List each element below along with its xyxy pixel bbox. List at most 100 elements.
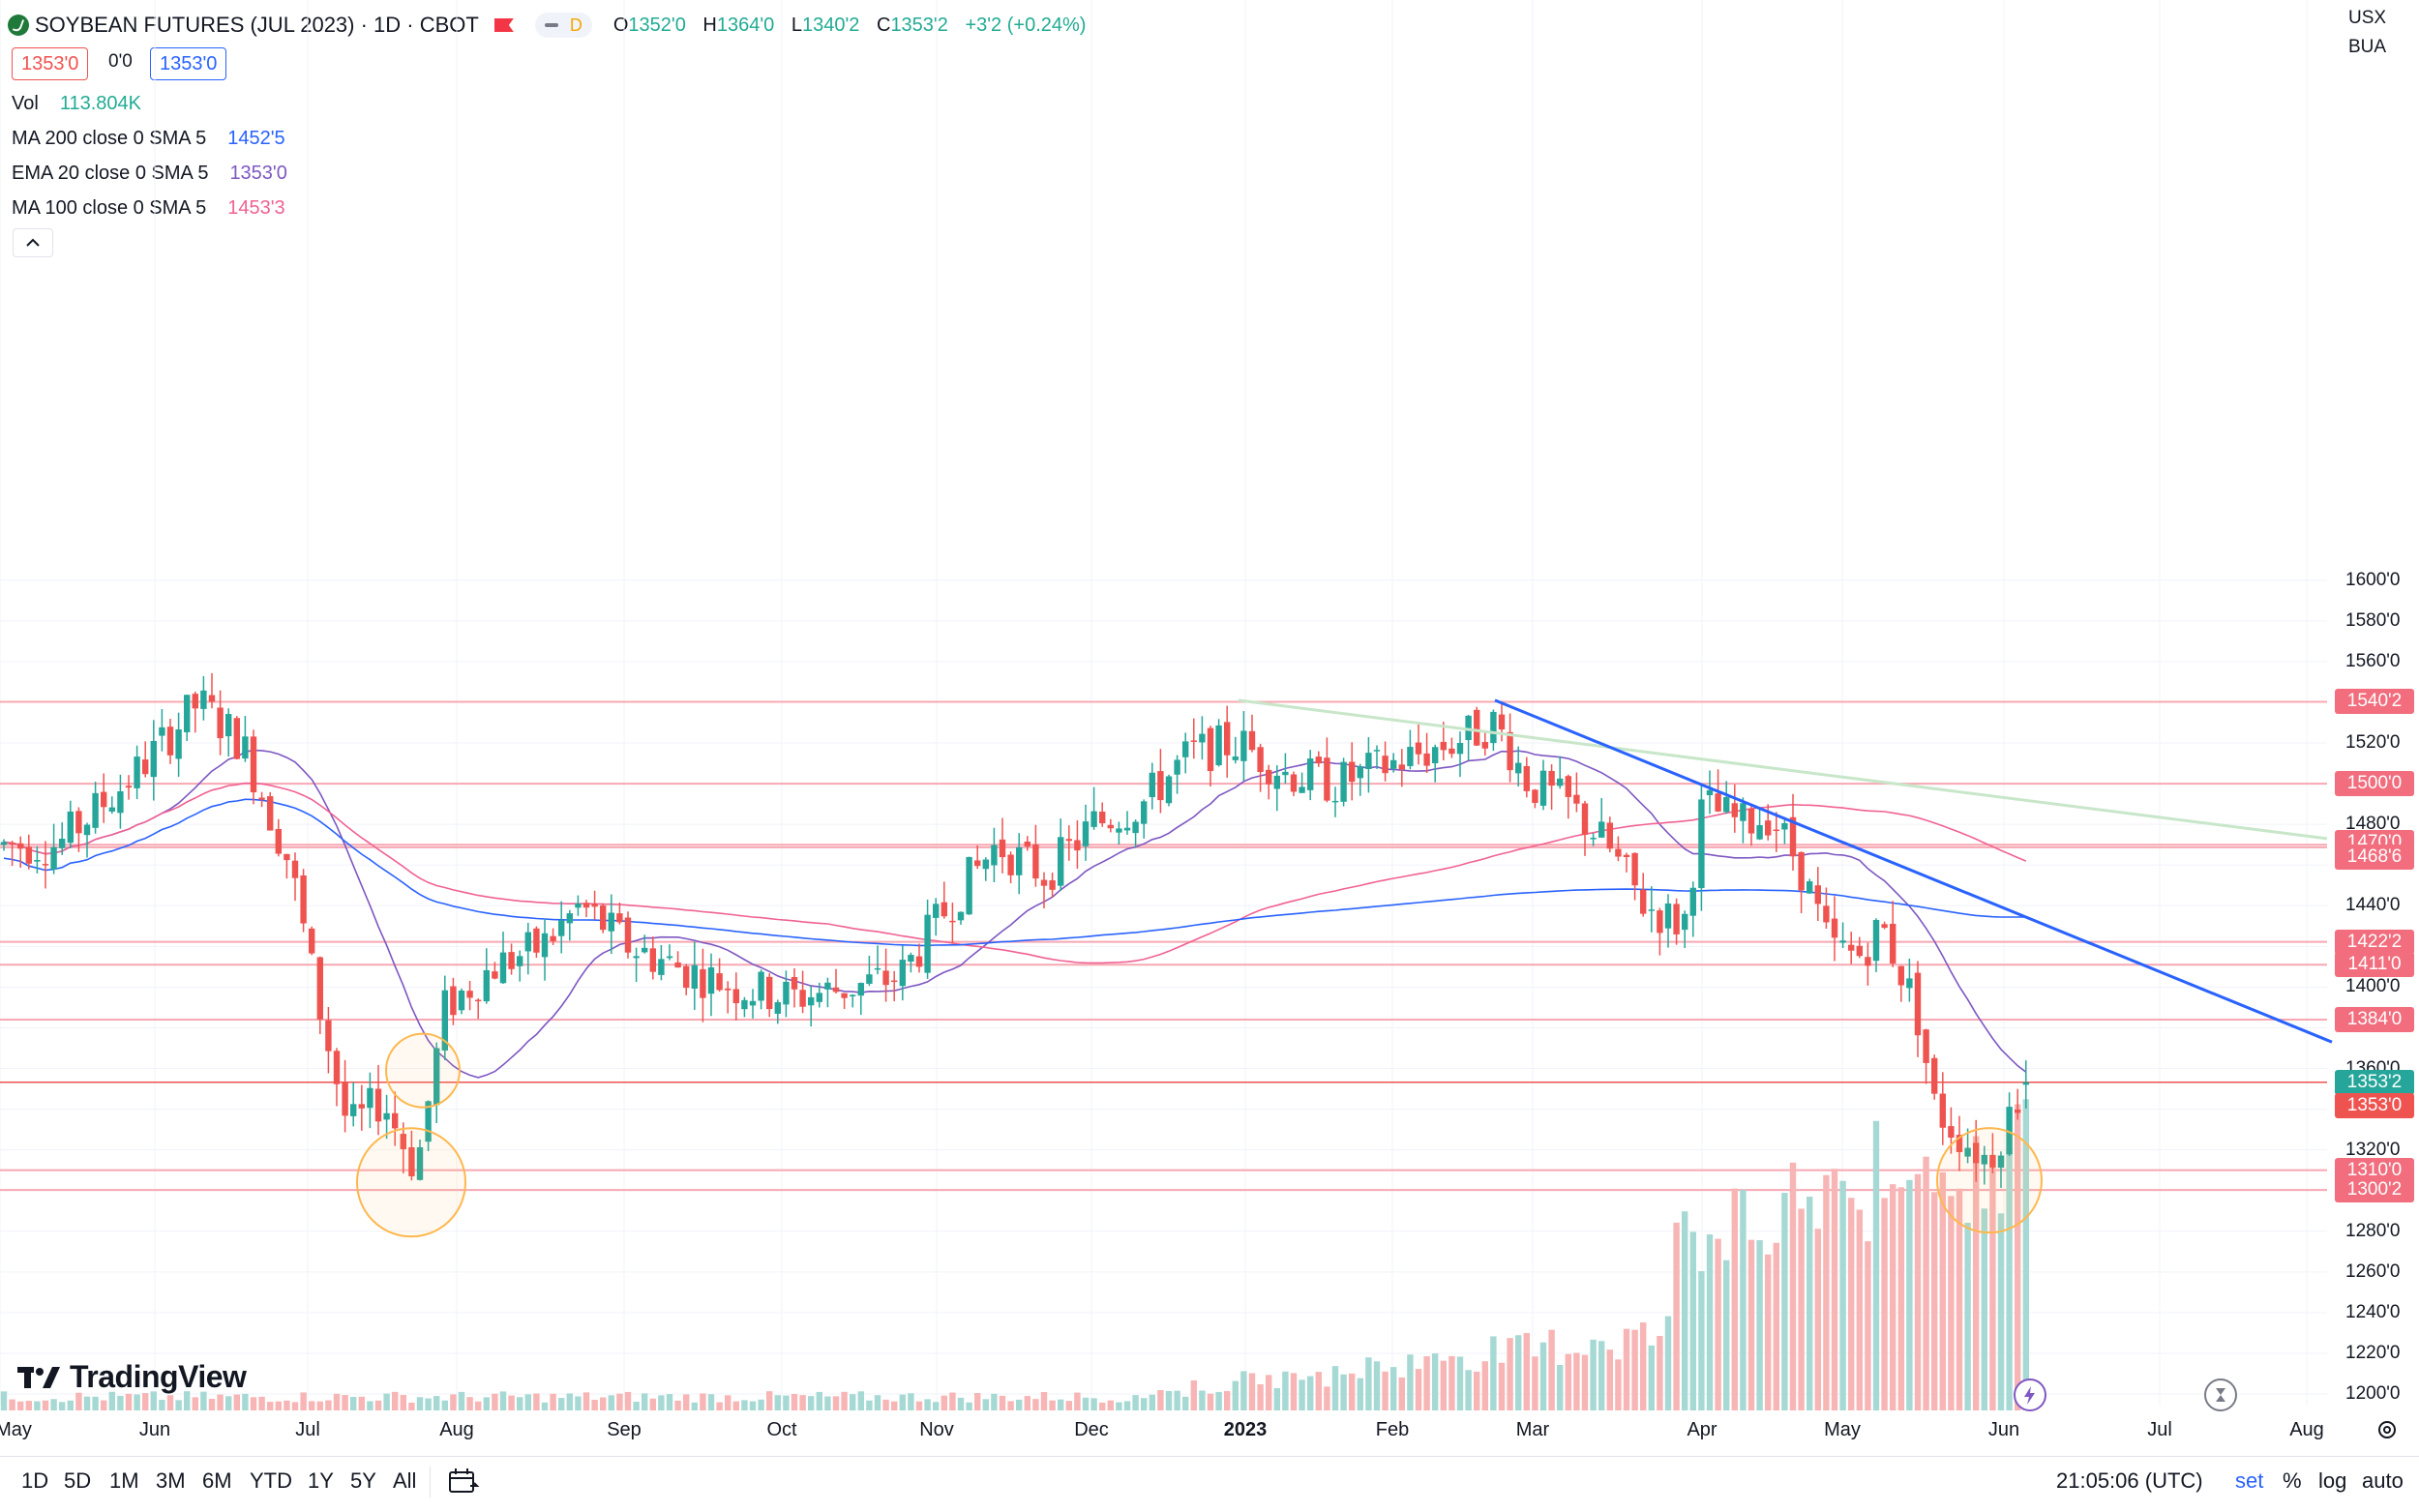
volume-legend[interactable]: Vol 113.804K [12, 93, 141, 114]
volume-bar [1523, 1333, 1530, 1410]
range-ytd[interactable]: YTD [250, 1468, 292, 1493]
volume-bar [492, 1393, 498, 1410]
ma100-legend[interactable]: MA 100 close 0 SMA 5 1453'3 [12, 197, 285, 219]
volume-bar [92, 1396, 99, 1410]
range-1y[interactable]: 1Y [308, 1468, 334, 1493]
candle-body [1640, 889, 1647, 914]
time-tick-label: Dec [1074, 1419, 1109, 1440]
candle-body [1032, 844, 1039, 879]
candle-body [982, 859, 989, 870]
range-1d[interactable]: 1D [21, 1468, 49, 1493]
data-status-pill[interactable]: D [534, 13, 592, 38]
volume-bar [1640, 1322, 1647, 1410]
volume-bar [1123, 1401, 1131, 1410]
price-tick-label: 1480'0 [2345, 814, 2401, 835]
downtrend-line [1494, 698, 2333, 1044]
range-5d[interactable]: 5D [64, 1468, 92, 1493]
percent-toggle[interactable]: % [2283, 1468, 2302, 1493]
price-chart[interactable] [0, 0, 2419, 1456]
candle-body [342, 1082, 348, 1116]
volume-bar [1340, 1374, 1347, 1410]
highlight-circle [1936, 1127, 2043, 1234]
candle-body [1498, 714, 1506, 730]
clock-readout[interactable]: 21:05:06 (UTC) [2056, 1468, 2203, 1493]
tradingview-logo[interactable]: TradingView [17, 1359, 247, 1395]
time-tick-label: Aug [2289, 1419, 2324, 1440]
candle-body [1548, 770, 1555, 786]
volume-bar [1257, 1383, 1264, 1410]
volume-bar [1657, 1336, 1663, 1410]
candle-body [267, 796, 274, 831]
volume-bar [1565, 1353, 1571, 1410]
auto-toggle[interactable]: auto [2362, 1468, 2404, 1493]
volume-bar [108, 1391, 115, 1410]
candle-body [1440, 741, 1447, 751]
candle-body [1631, 852, 1638, 886]
legend-collapse-button[interactable] [13, 228, 53, 257]
volume-bar [783, 1395, 790, 1410]
ema20-legend[interactable]: EMA 20 close 0 SMA 5 1353'0 [12, 163, 287, 184]
gear-icon [2378, 1421, 2396, 1438]
price-tick-label: 1400'0 [2345, 976, 2401, 997]
time-tick-label: Jun [1987, 1419, 2020, 1440]
volume-bar [9, 1399, 15, 1410]
volume-bar [891, 1401, 898, 1410]
time-tick-label: Nov [919, 1419, 954, 1440]
volume-bar [575, 1396, 582, 1410]
range-all[interactable]: All [393, 1468, 417, 1493]
volume-bar [991, 1393, 998, 1410]
volume-bar [1682, 1211, 1688, 1410]
lightning-button[interactable] [2014, 1379, 2046, 1411]
candle-body [1040, 879, 1048, 886]
volume-bar [325, 1400, 332, 1410]
settings-button[interactable] [2374, 1417, 2400, 1447]
candle-body [59, 838, 66, 848]
volume-bar [217, 1394, 224, 1410]
range-1m[interactable]: 1M [109, 1468, 139, 1493]
log-toggle[interactable]: log [2318, 1468, 2347, 1493]
candle-body [1157, 771, 1164, 801]
volume-bar [1689, 1231, 1696, 1410]
volume-bar [134, 1394, 140, 1410]
session-toggle[interactable]: set [2235, 1468, 2264, 1493]
unit-selector[interactable]: BUA [2348, 37, 2387, 57]
price-tick-label: 1440'0 [2345, 895, 2401, 916]
buy-price-button[interactable]: 1353'0 [150, 47, 227, 80]
date-range-button[interactable] [447, 1467, 480, 1502]
candle-body [1565, 776, 1571, 797]
volume-bar [824, 1396, 831, 1410]
sell-price-button[interactable]: 1353'0 [12, 47, 89, 80]
range-6m[interactable]: 6M [202, 1468, 232, 1493]
minus-icon [544, 23, 558, 27]
candle-body [850, 994, 856, 996]
volume-bar [1331, 1366, 1339, 1410]
volume-bar [591, 1400, 598, 1410]
candle-body [1814, 885, 1821, 904]
volume-bar [1557, 1364, 1564, 1410]
symbol-title[interactable]: SOYBEAN FUTURES (JUL 2023) · 1D · CBOT [35, 13, 479, 37]
volume-bar [1207, 1393, 1214, 1410]
volume-bar [83, 1396, 91, 1410]
candle-body [1698, 799, 1705, 889]
flag-icon[interactable] [493, 18, 514, 32]
currency-selector[interactable]: USX [2348, 8, 2387, 28]
candle-body [217, 707, 224, 739]
candle-body [1190, 740, 1197, 742]
candle-body [1789, 816, 1797, 857]
volume-bar [275, 1401, 282, 1410]
volume-bar [267, 1402, 274, 1410]
candle-body [316, 957, 323, 1020]
volume-bar [816, 1391, 822, 1410]
timer-button[interactable] [2204, 1379, 2237, 1411]
volume-bar [966, 1402, 972, 1410]
lightning-icon [2024, 1386, 2035, 1405]
candle-body [1872, 919, 1880, 962]
volume-bar [974, 1393, 981, 1410]
candle-body [1248, 730, 1256, 751]
range-5y[interactable]: 5Y [350, 1468, 376, 1493]
ma200-legend[interactable]: MA 200 close 0 SMA 5 1452'5 [12, 128, 285, 149]
range-3m[interactable]: 3M [156, 1468, 186, 1493]
volume-bar [67, 1400, 74, 1410]
candle-body [1756, 825, 1763, 840]
candle-body [1715, 793, 1721, 812]
